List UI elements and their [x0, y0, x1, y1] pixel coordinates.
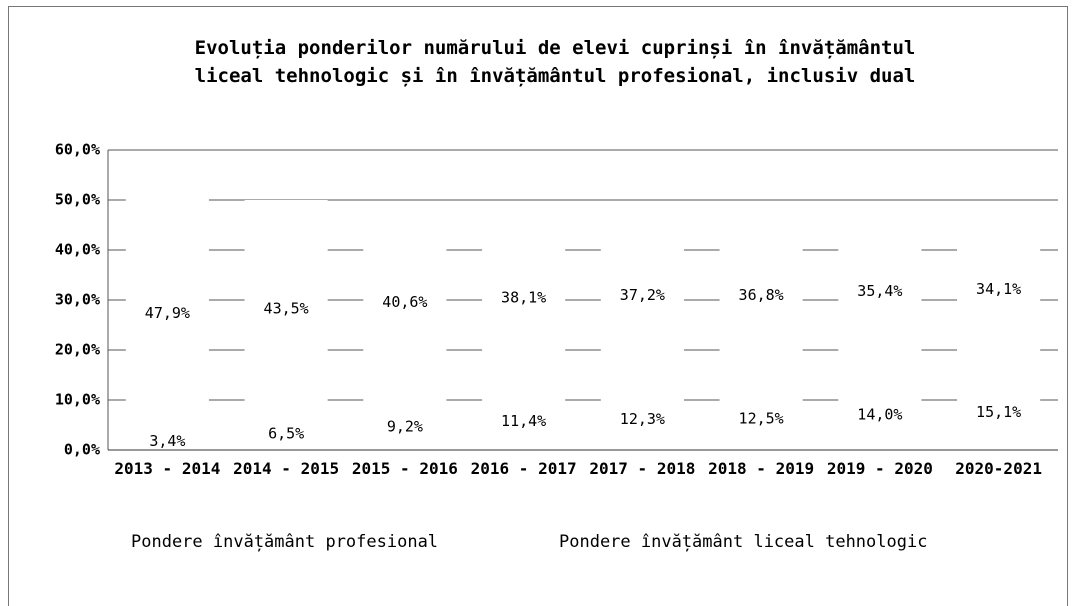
y-tick-label: 50,0% — [55, 191, 100, 209]
bar-segment — [957, 374, 1041, 450]
y-tick-label: 10,0% — [55, 391, 100, 409]
page: Evoluția ponderilor numărului de elevi c… — [8, 6, 1068, 606]
data-label: 12,5% — [739, 409, 784, 427]
data-label: 34,1% — [976, 280, 1021, 298]
legend-label: Pondere învățământ liceal tehnologic — [559, 532, 928, 552]
x-tick-label: 2014 - 2015 — [233, 459, 340, 478]
x-tick-label: 2019 - 2020 — [826, 459, 933, 478]
x-tick-label: 2013 - 2014 — [114, 459, 221, 478]
bar-segment — [482, 393, 566, 450]
bar-segment — [125, 193, 209, 433]
data-label: 47,9% — [145, 304, 190, 322]
bar-segment — [482, 202, 566, 393]
bar-segment — [244, 200, 328, 418]
x-tick-label: 2016 - 2017 — [470, 459, 577, 478]
data-label: 14,0% — [857, 406, 902, 424]
legend-entry: Pondere învățământ liceal tehnologic — [545, 532, 927, 552]
chart-title: Evoluția ponderilor numărului de elevi c… — [194, 37, 916, 87]
bar-segment — [600, 202, 684, 389]
legend-label: Pondere învățământ profesional — [131, 532, 439, 552]
data-label: 43,5% — [264, 299, 309, 317]
y-tick-label: 40,0% — [55, 241, 100, 259]
legend-entry: Pondere învățământ profesional — [117, 532, 438, 552]
bar-segment — [838, 203, 922, 380]
bar-segment — [363, 201, 447, 404]
bar-segment — [957, 204, 1041, 375]
data-label: 35,4% — [857, 282, 902, 300]
legend-swatch — [545, 537, 555, 547]
x-tick-label: 2020-2021 — [955, 459, 1042, 478]
data-label: 40,6% — [382, 293, 427, 311]
bar-segment — [719, 203, 803, 388]
data-label: 12,3% — [620, 410, 665, 428]
chart-frame — [8, 6, 1068, 606]
legend-swatch — [117, 537, 127, 547]
bar-segment — [719, 387, 803, 450]
data-label: 36,8% — [739, 286, 784, 304]
chart: 0,0% 10,0% 20,0% 30,0% 40,0% 50,0% 60,0% 3,4% 47… — [55, 141, 1058, 459]
data-label: 15,1% — [976, 403, 1021, 421]
x-tick-label: 2015 - 2016 — [351, 459, 458, 478]
x-tick-label: 2017 - 2018 — [589, 459, 696, 478]
data-label: 37,2% — [620, 286, 665, 304]
bar-segment — [363, 404, 447, 450]
data-label: 6,5% — [268, 424, 304, 442]
data-label: 9,2% — [387, 418, 423, 436]
data-label: 3,4% — [149, 432, 185, 450]
bar-segment — [600, 388, 684, 450]
data-label: 11,4% — [501, 412, 546, 430]
y-tick-label: 60,0% — [55, 141, 100, 159]
bar-segment — [244, 417, 328, 450]
bar-segment — [838, 380, 922, 450]
bar-segment — [125, 433, 209, 450]
y-tick-label: 0,0% — [64, 441, 100, 459]
data-label: 38,1% — [501, 288, 546, 306]
y-tick-label: 30,0% — [55, 291, 100, 309]
y-tick-label: 20,0% — [55, 341, 100, 359]
x-tick-label: 2018 - 2019 — [708, 459, 815, 478]
